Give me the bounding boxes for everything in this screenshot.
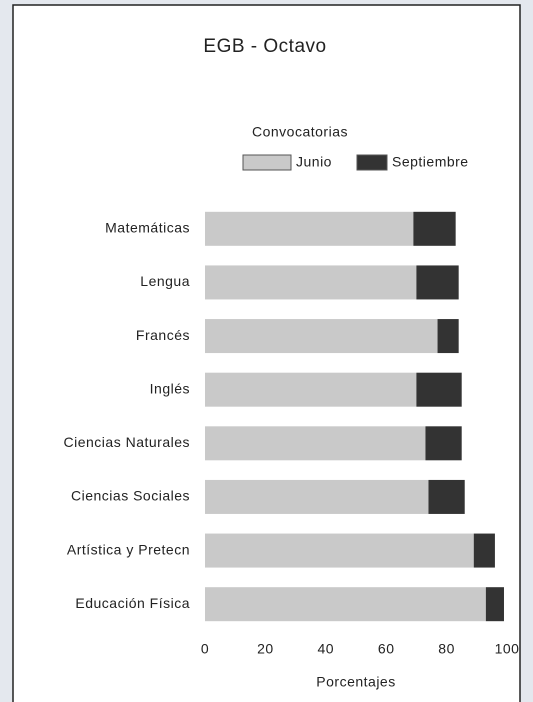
legend-swatch <box>242 154 292 171</box>
x-tick-label: 80 <box>438 641 455 657</box>
legend-title: Convocatorias <box>252 124 348 140</box>
bar-segment <box>205 265 417 300</box>
bar-segment <box>485 587 504 622</box>
bar-segment <box>205 587 486 622</box>
y-tick-label: Educación Física <box>75 595 190 611</box>
legend-label: Junio <box>296 154 332 170</box>
bar-segment <box>473 533 495 568</box>
bar-segment <box>428 479 465 514</box>
bar-segment <box>205 211 414 246</box>
x-tick-label: 100 <box>495 641 520 657</box>
bar-segment <box>205 426 426 461</box>
chart-title: EGB - Octavo <box>203 36 326 57</box>
x-tick-label: 40 <box>318 641 335 657</box>
frame <box>12 4 521 702</box>
x-tick-label: 60 <box>378 641 395 657</box>
bar-segment <box>205 319 438 354</box>
x-axis-label: Porcentajes <box>316 674 395 690</box>
x-tick-label: 20 <box>257 641 274 657</box>
bar-segment <box>413 211 456 246</box>
legend-label: Septiembre <box>392 154 469 170</box>
bar-segment <box>416 265 459 300</box>
legend-swatch <box>356 154 388 171</box>
bar-segment <box>205 479 429 514</box>
y-tick-label: Matemáticas <box>105 220 190 236</box>
y-tick-label: Ciencias Naturales <box>64 434 191 450</box>
bar-segment <box>437 319 459 354</box>
y-tick-label: Artística y Pretecn <box>67 541 190 557</box>
bar-segment <box>425 426 462 461</box>
y-tick-label: Ciencias Sociales <box>71 488 190 504</box>
bar-segment <box>416 372 462 407</box>
bar-segment <box>205 533 474 568</box>
x-tick-label: 0 <box>201 641 209 657</box>
y-tick-label: Inglés <box>150 380 190 396</box>
bar-segment <box>205 372 417 407</box>
y-tick-label: Francés <box>136 327 190 343</box>
y-tick-label: Lengua <box>140 273 190 289</box>
